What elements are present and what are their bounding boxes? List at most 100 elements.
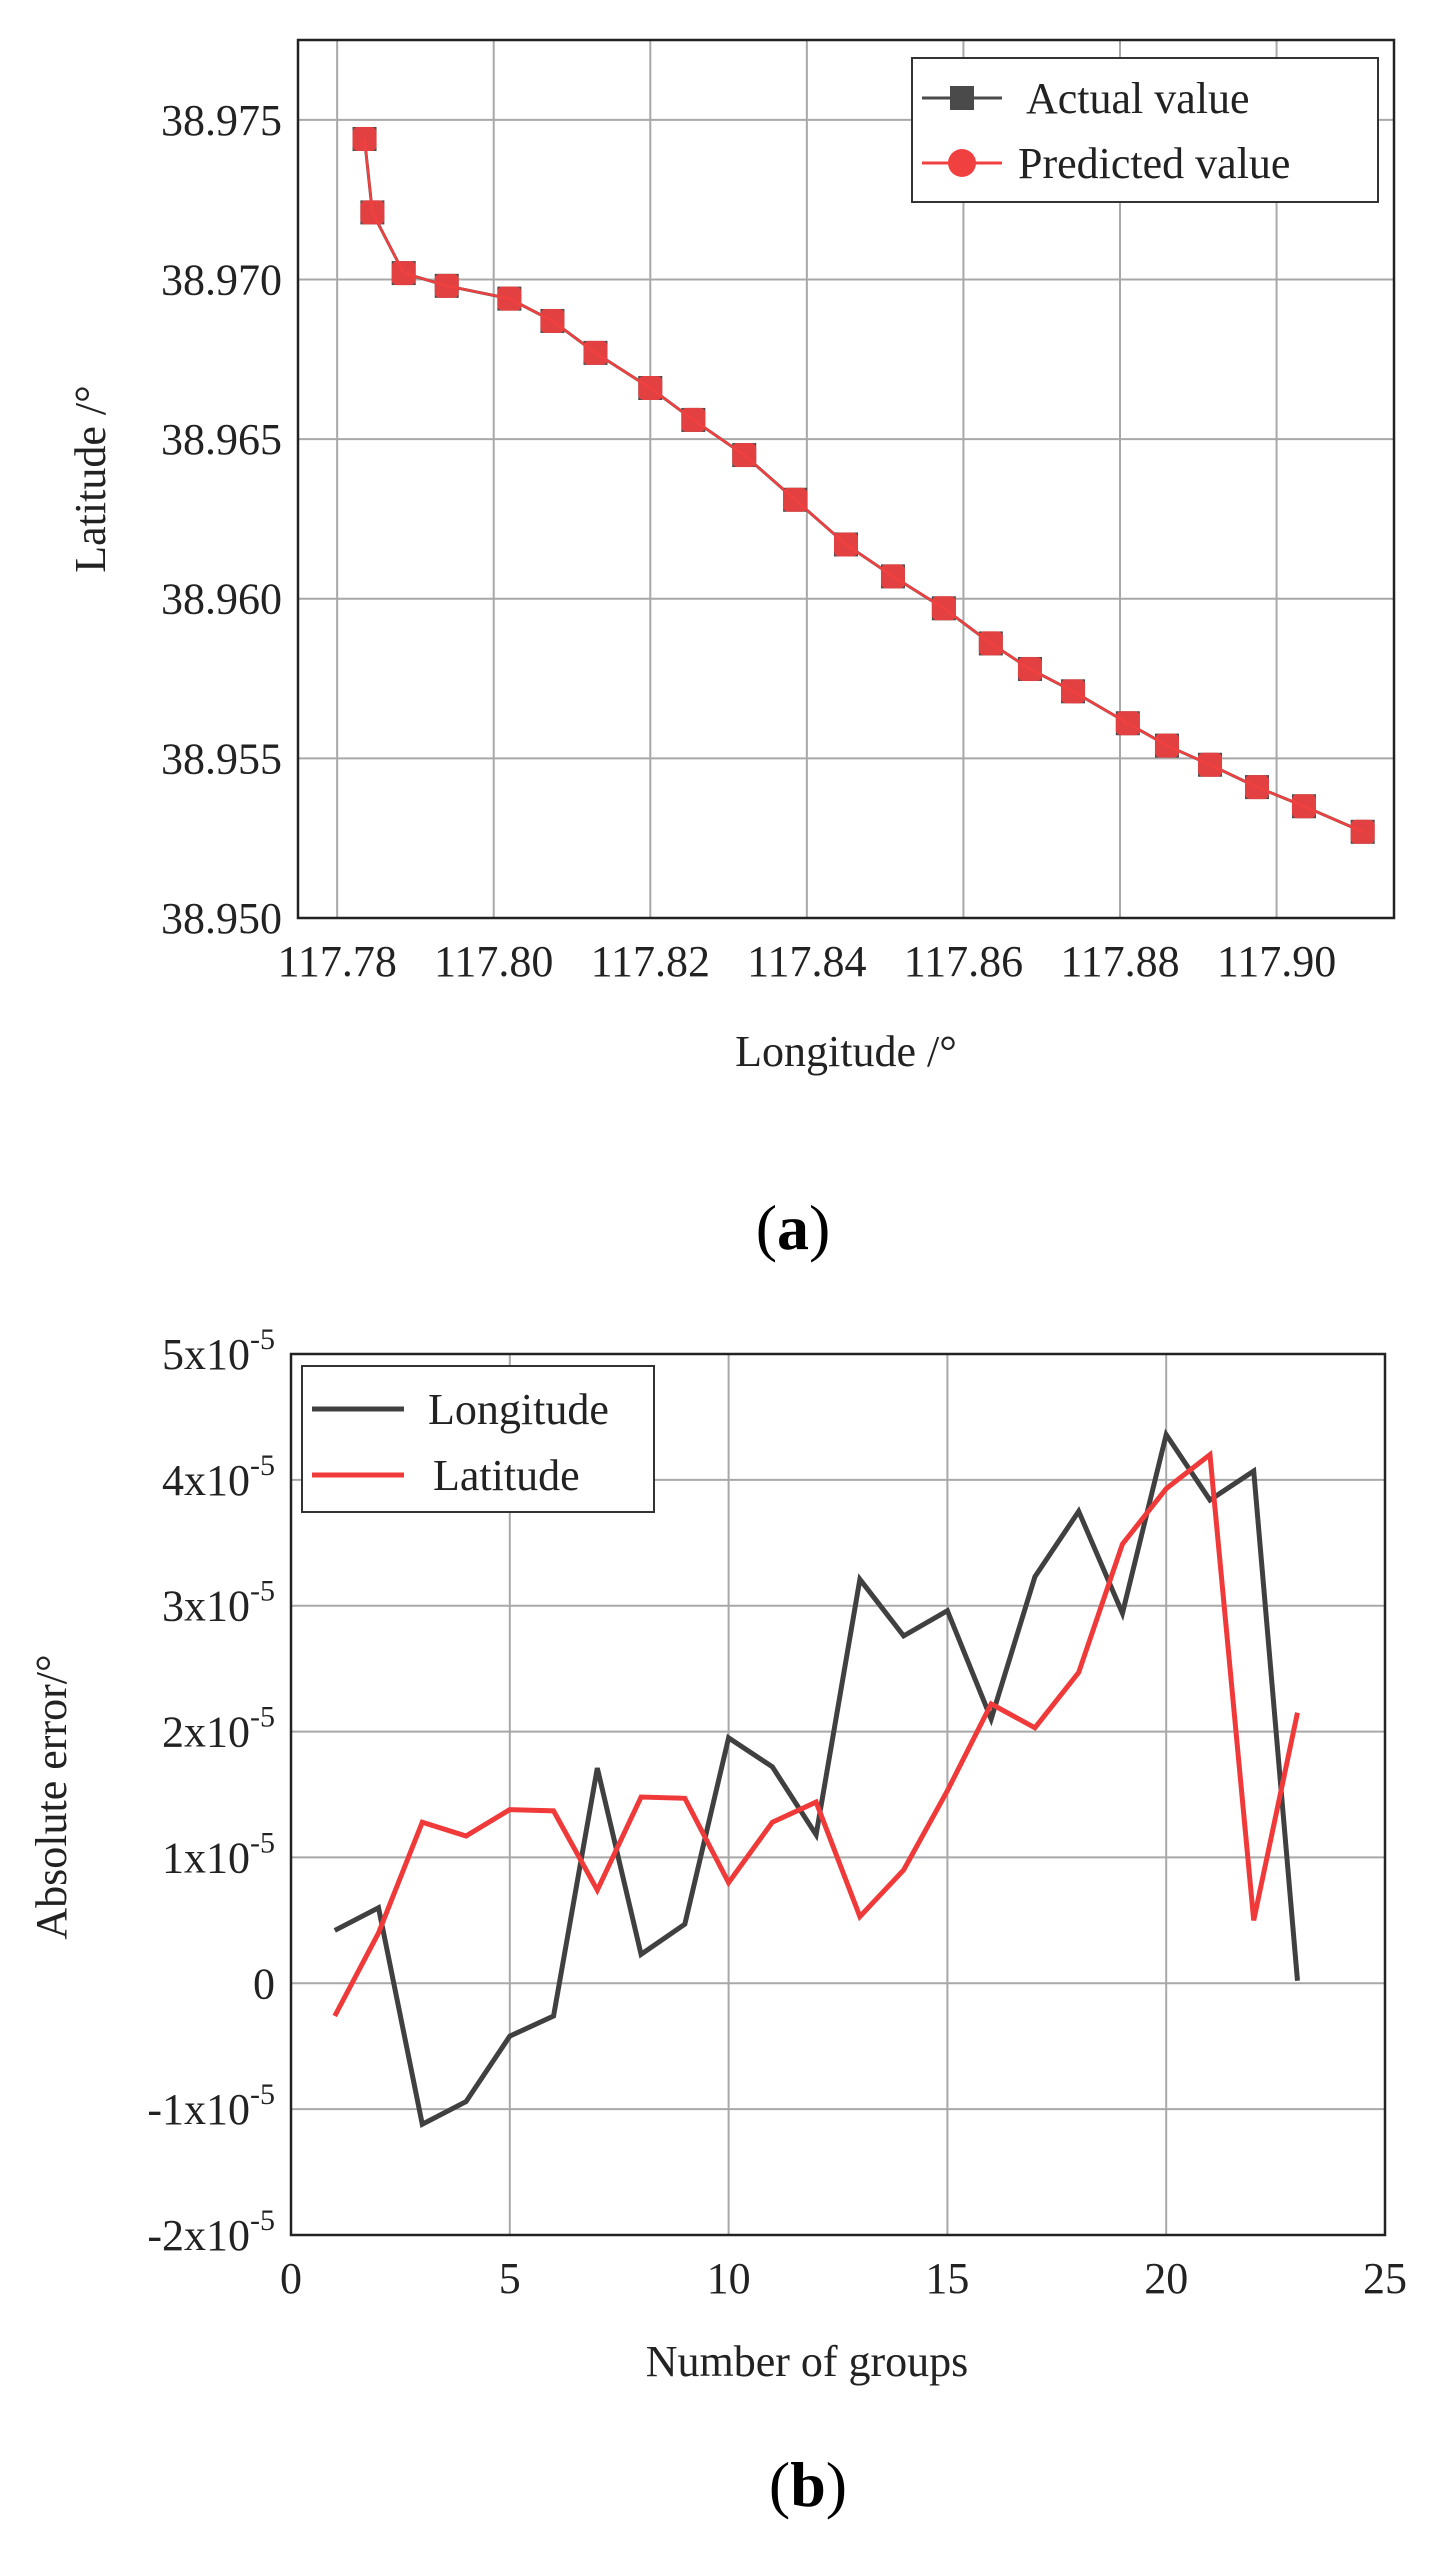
legend-latitude-label: Latitude (433, 1451, 580, 1500)
chart-b-legend-box (301, 1365, 655, 1513)
chart-b-ylabel: Absolute error/° (27, 1654, 76, 1939)
chart-a: 117.78 117.80 117.82 117.84 117.86 117.88 117.… (66, 38, 1396, 1263)
chart-b-ytick-exponent: -5 (250, 1701, 275, 1734)
chart-a-panel-open: ( (756, 1192, 777, 1263)
chart-b-ytick-base: -2x10 (147, 2211, 250, 2260)
chart-a-point-predicted (931, 596, 956, 621)
chart-b-panel-close: ) (826, 2449, 847, 2520)
chart-b-ytick-exponent: -5 (250, 2078, 275, 2111)
chart-b-xtick-label: 10 (707, 2254, 751, 2303)
chart-a-ylabel: Latitude /° (66, 385, 115, 572)
chart-b-panel-letter: b (790, 2449, 826, 2520)
chart-a-xtick-label: 117.88 (1060, 937, 1179, 986)
chart-b-ytick-base: 0 (253, 1959, 275, 2008)
chart-a-ytick-label: 38.955 (161, 734, 282, 783)
chart-a-ytick-label: 38.965 (161, 415, 282, 464)
chart-a-point-predicted (352, 126, 377, 151)
chart-b-ytick-base: 5x10 (162, 1330, 250, 1379)
chart-a-series-line-predicted (363, 138, 1364, 833)
chart-a-panel-letter: a (777, 1192, 809, 1263)
chart-a-tick-labels: 117.78 117.80 117.82 117.84 117.86 117.88 117.… (161, 96, 1336, 986)
chart-b-ytick-exponent: -5 (250, 1826, 275, 1859)
chart-b-ytick-label: -2x10-5 (147, 2204, 275, 2260)
chart-b-panel-open: ( (769, 2449, 790, 2520)
chart-b-ytick-base: 4x10 (162, 1456, 250, 1505)
chart-a-point-predicted (1115, 711, 1140, 736)
chart-a-point-predicted (880, 564, 905, 589)
chart-a-point-predicted (834, 532, 858, 557)
chart-a-ytick-label: 38.970 (161, 255, 282, 304)
legend-longitude-label: Longitude (428, 1385, 609, 1434)
chart-b-xtick-label: 0 (280, 2254, 302, 2303)
chart-a-panel-label: (a) (756, 1192, 831, 1263)
chart-b-xtick-label: 20 (1144, 2254, 1188, 2303)
chart-b-ytick-label: 5x10-5 (162, 1323, 275, 1379)
chart-b-ytick-label: 2x10-5 (162, 1701, 275, 1757)
chart-a-point-predicted (681, 407, 706, 432)
chart-a-point-predicted (1061, 679, 1086, 704)
chart-a-point-predicted (583, 340, 608, 365)
chart-a-xtick-label: 117.80 (434, 937, 553, 986)
chart-a-ytick-label: 38.975 (161, 96, 282, 145)
chart-b-ytick-exponent: -5 (250, 1449, 275, 1482)
chart-b-ytick-label: 0 (253, 1959, 275, 2008)
chart-a-point-predicted (1154, 733, 1179, 758)
chart-b-ytick-base: 1x10 (162, 1833, 250, 1882)
chart-b-series-line-latitude (332, 1449, 1300, 2018)
chart-a-point-predicted (732, 443, 757, 468)
chart-b-tick-labels: 0 5 10 15 20 25-2x10-5-1x10-501x10-52x10-53x1… (147, 1323, 1407, 2303)
legend-predicted-marker (948, 149, 976, 177)
chart-a-xlabel: Longitude /° (735, 1027, 957, 1076)
chart-b-ytick-label: 1x10-5 (162, 1826, 275, 1882)
chart-a-point-predicted (434, 273, 459, 298)
chart-b-ytick-exponent: -5 (250, 1323, 275, 1356)
chart-b-ytick-exponent: -5 (250, 1575, 275, 1608)
chart-a-xtick-label: 117.90 (1217, 937, 1336, 986)
chart-b-legend: Longitude Latitude (301, 1365, 655, 1513)
chart-b-ytick-base: 3x10 (162, 1582, 250, 1631)
chart-b-ytick-label: 4x10-5 (162, 1449, 275, 1505)
chart-a-point-predicted (540, 308, 565, 333)
chart-a-ytick-label: 38.960 (161, 575, 282, 624)
chart-b-series (332, 1428, 1300, 2128)
chart-b-ytick-label: 3x10-5 (162, 1575, 275, 1631)
chart-b-xtick-label: 5 (499, 2254, 521, 2303)
chart-b-ytick-base: 2x10 (162, 1708, 250, 1757)
chart-b-xlabel: Number of groups (646, 2337, 969, 2386)
chart-b-panel-label: (b) (769, 2449, 847, 2520)
chart-a-point-predicted (978, 631, 1003, 656)
chart-b-series-line-longitude (333, 1428, 1300, 2128)
chart-a-point-predicted (1017, 656, 1042, 681)
chart-a-xtick-label: 117.84 (747, 937, 866, 986)
chart-a-panel-close: ) (809, 1192, 830, 1263)
chart-a-frame (296, 38, 1396, 920)
legend-actual-marker (950, 86, 974, 110)
chart-a-point-predicted (783, 487, 808, 512)
chart-a-legend-box (911, 57, 1379, 203)
chart-b-ytick-base: -1x10 (147, 2085, 250, 2134)
chart-a-legend: Actual value Predicted value (911, 57, 1379, 203)
chart-a-point-predicted (1291, 794, 1316, 819)
chart-a-series-line-actual (363, 138, 1364, 834)
chart-a-xtick-label: 117.78 (277, 937, 396, 986)
chart-a-point-predicted (360, 200, 385, 225)
chart-a-xtick-label: 117.86 (904, 937, 1023, 986)
chart-a-point-predicted (1350, 819, 1375, 844)
chart-b-xtick-label: 25 (1363, 2254, 1407, 2303)
chart-a-xtick-label: 117.82 (591, 937, 710, 986)
chart-a-point-predicted (638, 376, 663, 401)
chart-a-series (352, 126, 1375, 844)
chart-b-xtick-label: 15 (925, 2254, 969, 2303)
chart-a-point-predicted (497, 286, 522, 311)
chart-b-ytick-exponent: -5 (250, 2204, 275, 2237)
chart-b-ytick-label: -1x10-5 (147, 2078, 275, 2134)
chart-b-frame (289, 1352, 1387, 2237)
chart-a-point-predicted (1198, 752, 1223, 777)
legend-actual-label: Actual value (1026, 74, 1250, 123)
legend-predicted-label: Predicted value (1018, 139, 1290, 188)
chart-a-point-predicted (1245, 775, 1269, 800)
chart-a-point-predicted (391, 261, 416, 286)
chart-a-ytick-label: 38.950 (161, 894, 282, 943)
chart-b: 0 5 10 15 20 25-2x10-5-1x10-501x10-52x10-53x1… (27, 1323, 1407, 2520)
